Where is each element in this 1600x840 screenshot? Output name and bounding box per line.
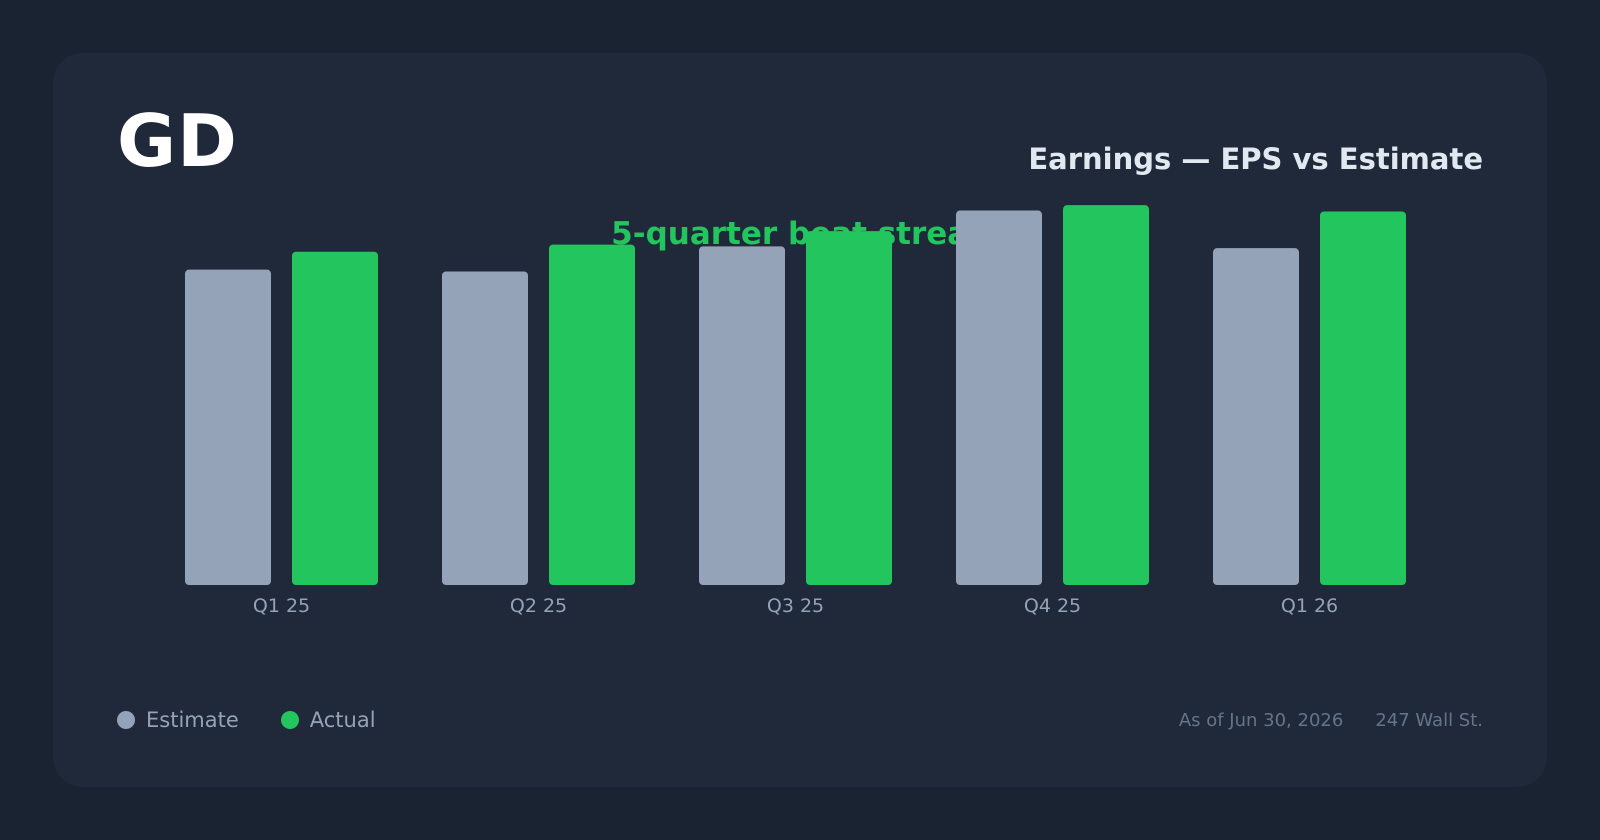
legend-dot-estimate: [117, 711, 135, 729]
legend-dot-actual: [280, 711, 299, 729]
bar-actual-q2-25: [549, 244, 635, 586]
bar-estimate-q3-25: [699, 246, 785, 585]
bar-chart: Q1 25 Q2 25 Q3 25 Q4 25 Q1 26: [185, 205, 1406, 617]
bar-estimate-q2-25: [442, 271, 528, 585]
x-tick-label: Q1 25: [253, 595, 310, 617]
chart-card: GD Earnings — EPS vs Estimate 5-quarter …: [53, 53, 1547, 787]
ticker-symbol: GD: [117, 99, 238, 183]
legend-label-actual: Actual: [309, 708, 376, 732]
x-tick-label: Q3 25: [767, 595, 824, 617]
chart-title: Earnings — EPS vs Estimate: [1028, 142, 1483, 176]
x-tick-label: Q2 25: [510, 595, 567, 617]
bar-estimate-q4-25: [956, 210, 1042, 585]
x-tick-label: Q4 25: [1024, 595, 1081, 617]
x-tick-label: Q1 26: [1281, 595, 1338, 617]
legend-item-estimate: Estimate: [117, 708, 239, 732]
as-of-date: As of Jun 30, 2026: [1178, 710, 1344, 731]
bar-actual-q3-25: [806, 231, 892, 586]
chart-legend: Estimate Actual: [117, 708, 418, 732]
bar-actual-q4-25: [1063, 205, 1149, 585]
source-label: 247 Wall St.: [1375, 710, 1483, 731]
bar-actual-q1-26: [1320, 211, 1406, 585]
chart-footer: As of Jun 30, 2026 247 Wall St.: [1179, 710, 1483, 731]
bar-estimate-q1-25: [185, 269, 271, 585]
bar-actual-q1-25: [292, 251, 378, 585]
beat-streak-callout: 5-quarter beat streak: [611, 216, 989, 252]
bar-estimate-q1-26: [1213, 248, 1299, 585]
legend-item-actual: Actual: [280, 708, 376, 732]
legend-label-estimate: Estimate: [146, 708, 239, 732]
